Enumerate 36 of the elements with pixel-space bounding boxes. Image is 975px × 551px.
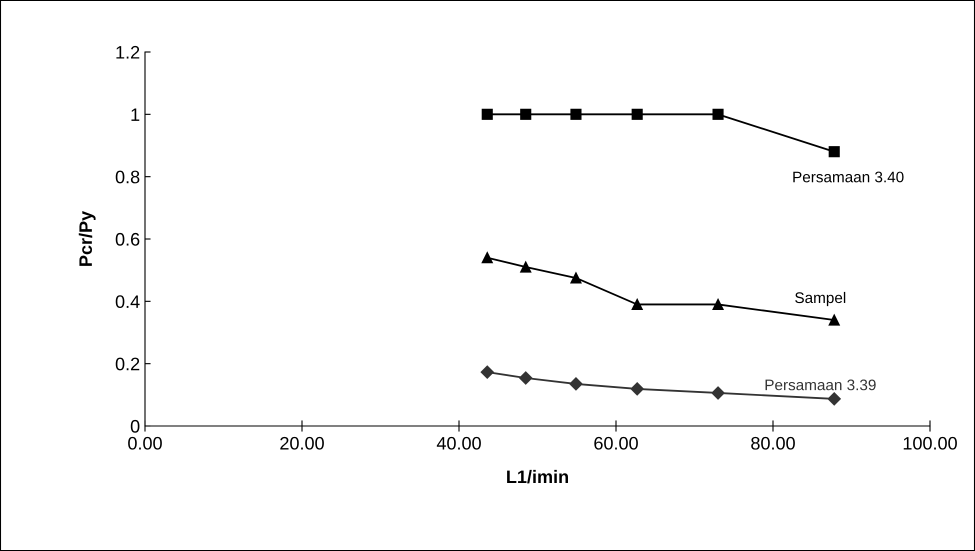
point [711,386,725,400]
series-label: Persamaan 3.39 [766,379,876,390]
y-tick-label: 1 [131,108,140,121]
point [520,108,532,120]
x-tick-label: 100.00 [904,436,957,450]
series-label: Persamaan 3.40 [793,172,904,182]
point [712,108,724,120]
point [570,108,582,120]
x-tick-label: 80.00 [751,436,795,450]
point [482,252,493,264]
point [519,371,532,385]
point [569,377,583,391]
point [630,382,644,396]
y-tick-label: 0.2 [116,358,140,370]
y-tick-label: 0.8 [116,170,140,184]
x-tick-label: 60.00 [594,436,638,450]
point [828,392,841,406]
y-tick-label: 0.4 [116,295,140,308]
y-tick-label: 0 [130,420,140,433]
y-tick-label: 1.2 [116,46,140,59]
point [712,298,724,310]
point [632,298,643,310]
point [828,146,840,158]
y-tick-label: 0.6 [116,232,140,246]
x-axis-title: L1/imin [507,470,568,484]
point [482,108,493,120]
x-tick-label: 40.00 [436,436,481,450]
point [480,365,494,379]
x-tick-label: 20.00 [280,436,324,450]
point [828,314,840,326]
point [570,272,582,284]
x-tick-label: 0.00 [128,436,162,450]
point [632,108,643,120]
point [520,261,532,273]
series-label: Sampel [795,292,846,306]
y-axis-title: Pcr/Py [78,210,96,266]
